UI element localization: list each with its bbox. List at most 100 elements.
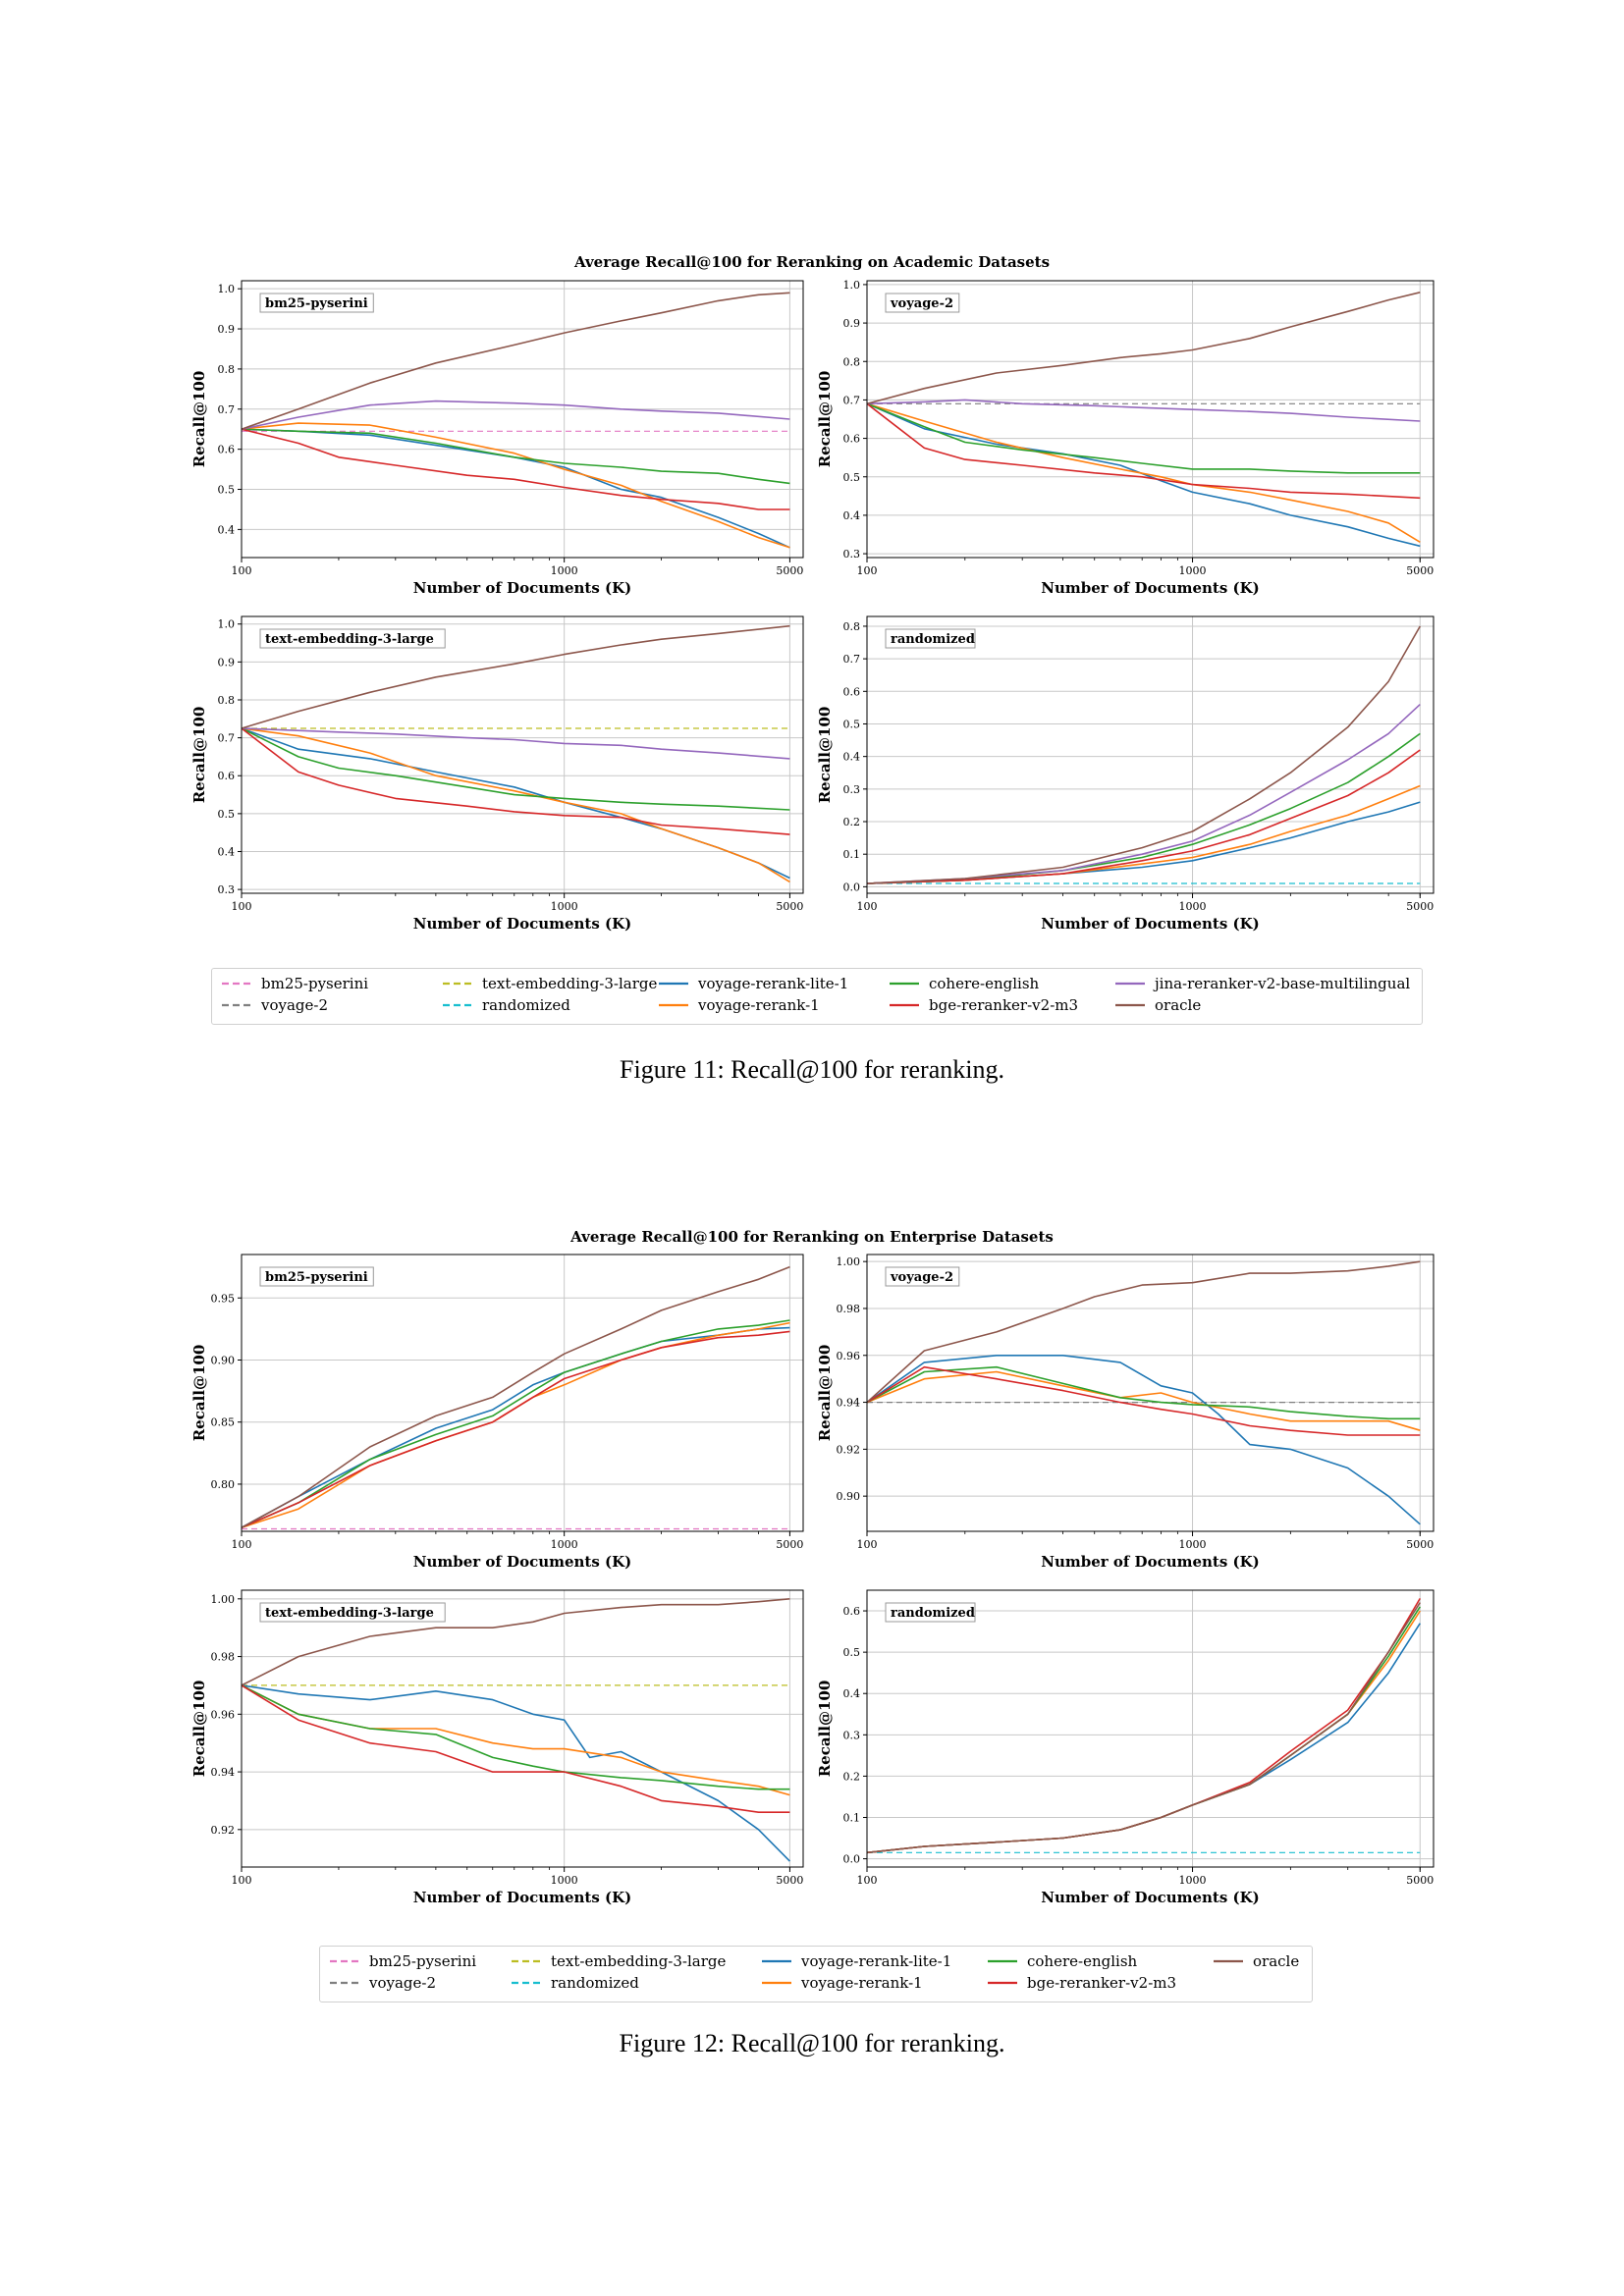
y-axis-label: Recall@100 <box>816 1345 834 1442</box>
legend-item: text-embedding-3-large <box>441 975 657 992</box>
legend-label: cohere-english <box>1027 1952 1138 1970</box>
legend-swatch <box>659 1003 688 1007</box>
x-tick-label: 1000 <box>551 1874 578 1887</box>
panel-title-box <box>259 293 374 313</box>
chart-legend: bm25-pyserini voyage-2 text-embedding-3-la… <box>319 1946 1313 2002</box>
y-tick-label: 0.4 <box>843 751 861 764</box>
y-tick-label: 0.92 <box>211 1824 236 1837</box>
series-line-voyage-rerank-lite-1 <box>241 1684 790 1862</box>
y-tick-label: 0.90 <box>837 1490 861 1503</box>
x-tick-label: 5000 <box>1406 564 1434 577</box>
panel-title-text: bm25-pyserini <box>265 1270 368 1285</box>
y-tick-label: 0.8 <box>843 620 861 633</box>
y-tick-label: 0.8 <box>843 355 861 368</box>
series-line-bge-reranker-v2-m3 <box>866 1365 1421 1436</box>
x-tick-label: 1000 <box>551 1538 578 1551</box>
y-tick-label: 0.6 <box>843 685 861 698</box>
y-tick-label: 0.4 <box>843 509 861 522</box>
legend-label: bm25-pyserini <box>261 975 369 992</box>
x-tick-label: 5000 <box>1406 1538 1434 1551</box>
y-tick-label: 0.7 <box>218 403 236 416</box>
legend-label: cohere-english <box>929 975 1040 992</box>
series-line-voyage-rerank-lite-1 <box>241 428 790 549</box>
x-tick-label: 100 <box>857 1538 878 1551</box>
y-tick-label: 0.4 <box>218 523 236 536</box>
panel-title-box <box>259 1602 446 1623</box>
x-tick-label: 5000 <box>776 900 803 913</box>
x-tick-label: 1000 <box>1179 900 1207 913</box>
series-line-voyage-rerank-lite-1 <box>866 402 1421 548</box>
chart-panel: 0.3 0.4 0.5 0.6 0.7 0.8 0.9 1.0 100 1000 5000 Numbe… <box>190 615 804 933</box>
chart-panel: 0.92 0.94 0.96 0.98 1.00 100 1000 5000 Number of… <box>190 1589 804 1906</box>
y-tick-label: 1.0 <box>218 618 236 631</box>
legend-label: text-embedding-3-large <box>551 1952 727 1970</box>
x-tick-label: 1000 <box>551 564 578 577</box>
x-axis-label: Number of Documents (K) <box>1041 915 1260 933</box>
series-line-oracle <box>241 624 790 729</box>
panel-title-text: voyage-2 <box>890 1270 953 1285</box>
series-line-voyage-rerank-1 <box>866 402 1421 543</box>
panel-title-box <box>259 1266 374 1287</box>
y-tick-label: 1.0 <box>843 279 861 292</box>
legend-swatch <box>512 1981 541 1985</box>
series-line-bge-reranker-v2-m3 <box>241 1330 790 1528</box>
chart-panel: 0.80 0.85 0.90 0.95 100 1000 5000 Number of Doc… <box>190 1254 804 1571</box>
chart-panel: 0.0 0.1 0.2 0.3 0.4 0.5 0.6 0.7 0.8 100 1000 5000 Nu… <box>816 615 1435 933</box>
y-tick-label: 1.00 <box>837 1255 861 1268</box>
series-line-jina-reranker-v2-base-multilingual <box>866 399 1421 422</box>
legend-item: voyage-rerank-lite-1 <box>657 975 848 992</box>
y-tick-label: 0.9 <box>843 317 861 330</box>
legend-item: jina-reranker-v2-base-multilingual <box>1113 975 1410 992</box>
y-tick-label: 0.5 <box>843 1646 861 1659</box>
series-line-bge-reranker-v2-m3 <box>866 749 1421 884</box>
legend-item: bm25-pyserini <box>328 1952 476 1970</box>
series-line-jina-reranker-v2-base-multilingual <box>241 400 790 430</box>
x-tick-label: 1000 <box>1179 1538 1207 1551</box>
chart-panel: 0.4 0.5 0.6 0.7 0.8 0.9 1.0 100 1000 5000 Number o… <box>190 280 804 597</box>
panel-title-text: bm25-pyserini <box>265 296 368 311</box>
legend-item: voyage-rerank-1 <box>657 996 820 1014</box>
legend-swatch <box>890 1003 919 1007</box>
chart-panel: 0.3 0.4 0.5 0.6 0.7 0.8 0.9 1.0 100 1000 5000 Numbe… <box>816 279 1435 597</box>
legend-swatch <box>222 982 251 986</box>
legend-item: randomized <box>441 996 570 1014</box>
legend-item: text-embedding-3-large <box>510 1952 726 1970</box>
legend-label: randomized <box>482 996 570 1014</box>
panel-title-text: randomized <box>891 632 975 647</box>
y-tick-label: 0.3 <box>843 548 861 561</box>
legend-label: jina-reranker-v2-base-multilingual <box>1155 975 1411 992</box>
chart-legend: bm25-pyserini voyage-2 text-embedding-3-la… <box>211 968 1423 1025</box>
y-axis-label: Recall@100 <box>816 1681 834 1778</box>
legend-swatch <box>1214 1959 1243 1963</box>
series-line-voyage-rerank-1 <box>866 1610 1421 1854</box>
y-tick-label: 0.7 <box>843 653 861 666</box>
panel-title: bm25-pyserini <box>259 293 374 313</box>
x-axis-label: Number of Documents (K) <box>413 579 632 597</box>
x-tick-label: 100 <box>857 1874 878 1887</box>
y-tick-label: 0.9 <box>218 323 236 336</box>
x-tick-label: 1000 <box>551 900 578 913</box>
series-line-cohere-english <box>241 1319 790 1528</box>
series-line-cohere-english <box>241 428 790 485</box>
y-tick-label: 0.7 <box>843 394 861 406</box>
legend-label: voyage-rerank-lite-1 <box>698 975 849 992</box>
series-line-cohere-english <box>241 1684 790 1790</box>
y-tick-label: 1.0 <box>218 283 236 295</box>
y-tick-label: 0.5 <box>218 484 236 497</box>
x-tick-label: 1000 <box>1179 564 1207 577</box>
y-tick-label: 0.85 <box>211 1416 236 1429</box>
legend-swatch <box>443 982 472 986</box>
y-axis-label: Recall@100 <box>190 1345 208 1442</box>
panel-title: randomized <box>885 628 976 649</box>
legend-swatch <box>1115 1003 1145 1007</box>
x-axis-label: Number of Documents (K) <box>413 1553 632 1571</box>
y-tick-label: 0.80 <box>211 1478 236 1491</box>
legend-label: bge-reranker-v2-m3 <box>1027 1974 1177 1992</box>
panel-title-text: text-embedding-3-large <box>265 632 434 647</box>
x-tick-label: 100 <box>232 900 252 913</box>
x-tick-label: 100 <box>232 1538 252 1551</box>
x-axis-label: Number of Documents (K) <box>413 915 632 933</box>
legend-swatch <box>988 1981 1017 1985</box>
series-line-voyage-rerank-lite-1 <box>866 1355 1421 1525</box>
plot-frame <box>866 615 1435 894</box>
